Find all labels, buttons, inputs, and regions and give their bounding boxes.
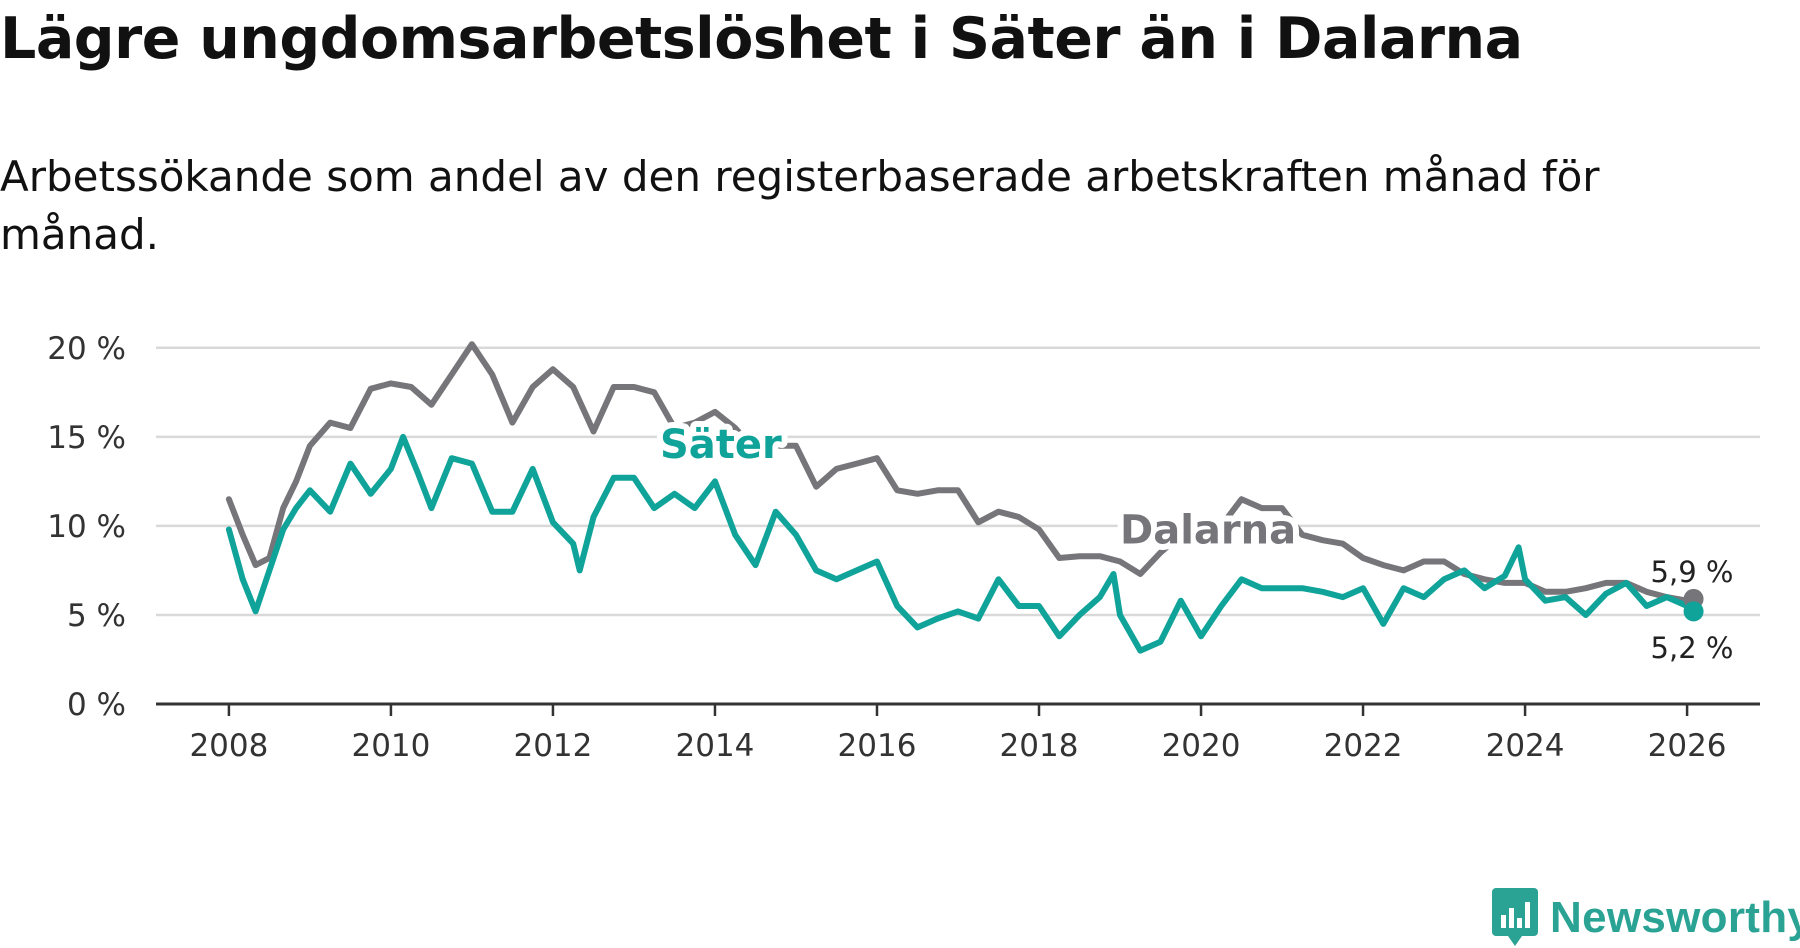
logo-text: Newsworthy [1550,893,1800,942]
series-label-1: Säter [660,422,782,468]
y-tick-label: 5 % [67,598,126,634]
y-tick-label: 15 % [47,420,126,456]
series-lines [225,341,1704,654]
y-tick-label: 10 % [47,509,126,545]
series-line-dalarna [225,341,1697,604]
y-axis: 0 % 5 % 10 % 15 % 20 % [47,331,126,723]
line-chart: 0 %5 %10 %15 %20 % 2008 2010 2012 2014 2016 2… [47,331,1760,764]
y-tick-label: 20 % [47,331,126,367]
end-value-label-1: 5,2 % [1651,631,1734,665]
x-tick-label: 2016 [838,728,917,764]
end-value-label-halo: 5,9 % [1651,555,1734,589]
end-value-label-0: 5,9 % [1651,555,1734,589]
x-tick-label: 2024 [1486,728,1565,764]
x-tick-label: 2022 [1324,728,1403,764]
series-line-s-ter [225,433,1697,654]
series-label-0: Dalarna [1120,508,1296,554]
newsworthy-logo: Newsworthy [1492,888,1800,948]
x-tick-label: 2012 [513,728,592,764]
end-value-label-halo: 5,2 % [1651,631,1734,665]
x-tick-label: 2020 [1162,728,1241,764]
newsworthy-logo-icon [1492,888,1538,946]
y-tick-label: 0 % [67,687,126,723]
series-label-halo: Säter [660,422,782,468]
end-point-1 [1683,601,1704,622]
x-axis: 2008 2010 2012 2014 2016 2018 2020 2022 2024 2026 [156,702,1760,764]
x-tick-label: 2018 [1000,728,1079,764]
x-tick-label: 2010 [351,728,430,764]
chart-title: Lägre ungdomsarbetslöshet i Säter än i D… [0,6,1523,72]
gridlines [156,346,1760,617]
x-tick-label: 2026 [1648,728,1727,764]
series-label-halo: Dalarna [1120,508,1296,554]
x-tick-label: 2008 [189,728,268,764]
chart-subtitle: Arbetssökande som andel av den registerb… [0,152,1600,259]
x-tick-label: 2014 [676,728,755,764]
